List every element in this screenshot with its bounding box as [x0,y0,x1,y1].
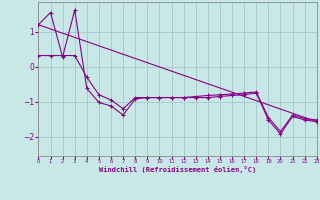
X-axis label: Windchill (Refroidissement éolien,°C): Windchill (Refroidissement éolien,°C) [99,166,256,173]
